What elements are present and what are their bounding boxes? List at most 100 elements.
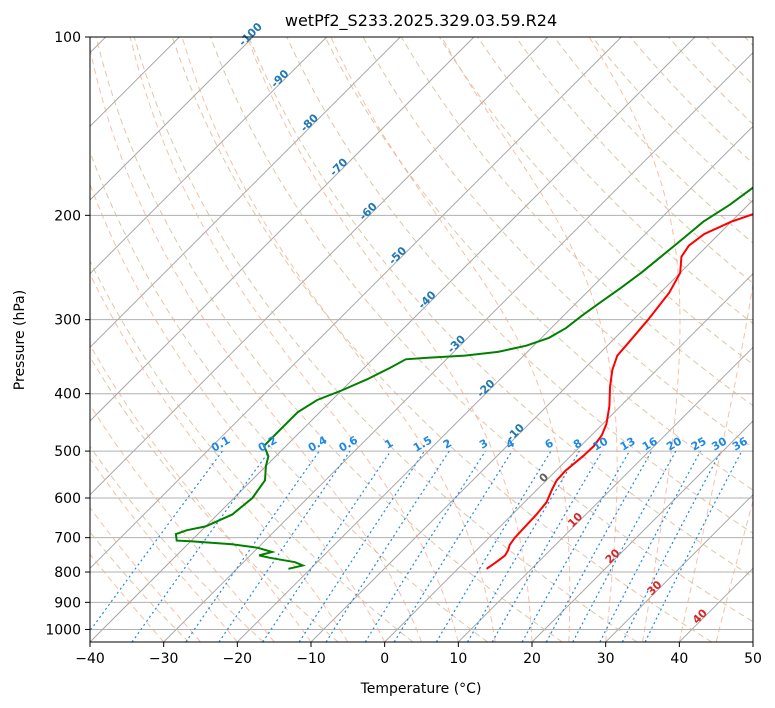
moist-adiabat-line: [90, 506, 201, 642]
mixing-ratio-line: [90, 450, 223, 632]
moist-adiabat-line: [90, 272, 349, 642]
dry-adiabat-line: [133, 37, 638, 642]
dry-adiabat-line: [171, 37, 712, 642]
moist-adiabat-line: [90, 343, 312, 642]
x-tick-label: 50: [744, 651, 762, 667]
mixing-ratio-line: [393, 450, 513, 642]
mixing-ratio-line: [599, 450, 702, 642]
y-tick-label: 300: [54, 313, 81, 329]
moist-adiabat-line: [90, 457, 238, 642]
isotherm-label: 20: [603, 546, 623, 566]
isotherm-label: 10: [565, 510, 585, 530]
mixing-ratio-line: [521, 450, 631, 642]
isotherm-line: [90, 37, 401, 349]
mixing-ratio-label: 2: [441, 437, 454, 452]
isotherm-line: [678, 567, 753, 642]
y-tick-label: 600: [54, 491, 81, 507]
isotherm-label: -70: [327, 155, 350, 178]
isotherm-line: [90, 37, 254, 201]
x-axis-label: Temperature (°C): [360, 681, 482, 697]
isotherm-line: [90, 37, 622, 570]
isotherm-line: [384, 272, 753, 642]
dry-adiabat-line: [248, 37, 753, 578]
isotherm-line: [531, 420, 753, 642]
y-tick-label: 1000: [45, 622, 81, 638]
x-tick-label: 0: [380, 651, 389, 667]
dry-adiabat-line: [286, 37, 753, 534]
isotherm-line: [752, 641, 753, 642]
isotherm-label: -30: [445, 332, 468, 355]
isotherm-label: -80: [298, 111, 321, 134]
isotherm-label: -60: [357, 200, 380, 223]
x-tick-label: 30: [597, 651, 615, 667]
x-tick-label: 20: [523, 651, 541, 667]
isotherm-label: 30: [645, 578, 665, 598]
temperature-profile-line: [486, 213, 753, 570]
mixing-ratio-line: [364, 450, 486, 642]
dry-adiabat-line: [515, 37, 753, 284]
dry-adiabat-line: [90, 356, 339, 642]
y-tick-label: 700: [54, 531, 81, 547]
mixing-ratio-label: 6: [543, 436, 556, 451]
dry-adiabat-line: [90, 259, 414, 642]
mixing-ratio-line: [435, 450, 552, 642]
mixing-ratio-line: [621, 450, 722, 642]
mixing-ratio-line: [491, 450, 603, 642]
isotherm-line: [457, 346, 753, 642]
dry-adiabat-line: [668, 37, 753, 125]
dry-adiabat-line: [95, 37, 563, 642]
moist-adiabat-line: [678, 280, 753, 642]
x-tick-label: 40: [670, 651, 688, 667]
moist-adiabat-line: [441, 37, 618, 642]
isotherm-line: [163, 51, 753, 642]
mixing-ratio-line: [644, 450, 743, 642]
mixing-ratio-line: [545, 450, 653, 642]
dry-adiabat-line: [553, 37, 753, 244]
isotherm-line: [90, 37, 328, 275]
isotherm-line: [605, 493, 753, 642]
x-tick-label: −30: [149, 651, 179, 667]
moist-adiabat-line: [90, 46, 422, 642]
moist-adiabat-line: [330, 37, 571, 642]
mixing-ratio-label: 3: [477, 437, 490, 452]
y-axis-label: Pressure (hPa): [12, 290, 28, 390]
mixing-ratio-line: [185, 450, 320, 642]
dry-adiabat-line: [706, 37, 753, 86]
dewpoint-profile-line: [174, 186, 753, 570]
dry-adiabat-line: [90, 445, 264, 642]
dry-adiabat-line: [210, 37, 753, 623]
mixing-ratio-line: [325, 450, 450, 642]
moist-adiabat-line: [181, 37, 496, 642]
mixing-ratio-line: [131, 450, 270, 642]
data-lines-layer: [174, 186, 753, 570]
y-tick-label: 500: [54, 444, 81, 460]
mixing-ratio-line: [218, 450, 351, 642]
x-tick-label: 10: [449, 651, 467, 667]
isotherm-label: -90: [268, 67, 291, 90]
isotherm-line: [236, 125, 753, 642]
x-tick-label: −40: [75, 651, 105, 667]
mixing-ratio-line: [298, 450, 425, 642]
moist-adiabat-line: [588, 37, 681, 642]
isopleth-labels-layer: 0.1 0.2 0.4 0.6 1 1.5 2 3 4 6 8 10 13 16 20 25 30 36-100-…: [209, 20, 750, 627]
moist-adiabat-line: [90, 553, 165, 642]
moist-adiabat-line: [246, 37, 533, 642]
isotherm-label: -50: [386, 244, 409, 267]
dry-adiabat-line: [324, 37, 753, 491]
isotherm-label: -100: [236, 20, 265, 49]
isotherm-line: [90, 37, 549, 496]
moist-adiabat-line: [715, 499, 753, 642]
isotherm-label: -20: [474, 377, 497, 400]
x-tick-label: −20: [223, 651, 253, 667]
y-tick-label: 200: [54, 208, 81, 224]
dry-adiabat-line: [90, 531, 190, 642]
moist-adiabat-line: [129, 37, 459, 642]
moist-adiabat-line: [90, 404, 275, 642]
mixing-ratio-line: [466, 450, 580, 642]
plot-frame: [89, 36, 754, 643]
y-tick-label: 900: [54, 595, 81, 611]
grid-layer: [90, 37, 753, 642]
chart-title: wetPf2_S233.2025.329.03.59.R24: [285, 11, 557, 31]
y-tick-label: 100: [54, 30, 81, 46]
